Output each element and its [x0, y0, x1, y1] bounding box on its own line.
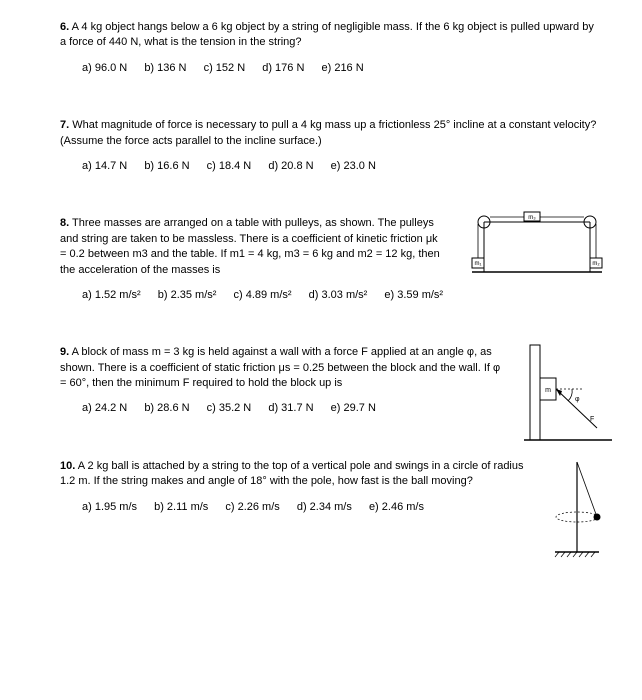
choice: a) 1.95 m/s [82, 500, 137, 515]
choice: e) 3.59 m/s² [384, 288, 443, 303]
svg-text:m₁: m₁ [474, 261, 481, 267]
choice: e) 29.7 N [331, 401, 376, 416]
problem-text: 7. What magnitude of force is necessary … [60, 118, 602, 149]
choice: a) 14.7 N [82, 159, 127, 174]
choice: c) 18.4 N [207, 159, 252, 174]
problem-text: 6. A 4 kg object hangs below a 6 kg obje… [60, 20, 602, 51]
problem-7: 7. What magnitude of force is necessary … [60, 118, 602, 174]
choice: b) 16.6 N [144, 159, 189, 174]
problem-10: 10. A 2 kg ball is attached by a string … [60, 459, 602, 515]
choice: e) 23.0 N [331, 159, 376, 174]
choice: e) 2.46 m/s [369, 500, 424, 515]
choice: a) 24.2 N [82, 401, 127, 416]
choice: b) 2.35 m/s² [158, 288, 217, 303]
problem-body: What magnitude of force is necessary to … [60, 119, 596, 146]
problem-6: 6. A 4 kg object hangs below a 6 kg obje… [60, 20, 602, 76]
choice: e) 216 N [321, 61, 363, 76]
choice: d) 20.8 N [268, 159, 313, 174]
pole-ball-diagram-icon [547, 457, 607, 562]
choice: a) 1.52 m/s² [82, 288, 141, 303]
choice: c) 4.89 m/s² [234, 288, 292, 303]
problem-9: 9. A block of mass m = 3 kg is held agai… [60, 345, 602, 417]
problem-number: 9. [60, 346, 69, 358]
choice: c) 35.2 N [207, 401, 252, 416]
choice: d) 176 N [262, 61, 304, 76]
wall-block-diagram-icon: m F φ [522, 343, 617, 453]
svg-text:φ: φ [575, 396, 580, 403]
problem-number: 10. [60, 460, 75, 472]
problem-number: 6. [60, 21, 69, 33]
problem-8: 8. Three masses are arranged on a table … [60, 216, 602, 303]
problem-body: A block of mass m = 3 kg is held against… [60, 346, 500, 389]
choices: a) 24.2 N b) 28.6 N c) 35.2 N d) 31.7 N … [60, 401, 602, 416]
choice: d) 31.7 N [268, 401, 313, 416]
choice: d) 2.34 m/s [297, 500, 352, 515]
problem-text: 9. A block of mass m = 3 kg is held agai… [60, 345, 602, 391]
choice: d) 3.03 m/s² [309, 288, 368, 303]
problem-body: A 2 kg ball is attached by a string to t… [60, 460, 524, 487]
choices: a) 96.0 N b) 136 N c) 152 N d) 176 N e) … [60, 61, 602, 76]
svg-text:m₃: m₃ [528, 215, 536, 221]
svg-text:m: m [545, 387, 551, 394]
svg-text:F: F [590, 416, 594, 423]
problem-text: 10. A 2 kg ball is attached by a string … [60, 459, 602, 490]
problem-body: Three masses are arranged on a table wit… [60, 217, 440, 275]
choice: c) 2.26 m/s [225, 500, 279, 515]
choice: a) 96.0 N [82, 61, 127, 76]
choices: a) 1.95 m/s b) 2.11 m/s c) 2.26 m/s d) 2… [60, 500, 602, 515]
choice: b) 136 N [144, 61, 186, 76]
choice: b) 2.11 m/s [154, 500, 208, 515]
choice: c) 152 N [204, 61, 246, 76]
choice: b) 28.6 N [144, 401, 189, 416]
pulley-diagram-icon: m₃ m₁ m₂ [462, 210, 612, 295]
choices: a) 14.7 N b) 16.6 N c) 18.4 N d) 20.8 N … [60, 159, 602, 174]
problem-body: A 4 kg object hangs below a 6 kg object … [60, 21, 594, 48]
problem-number: 8. [60, 217, 69, 229]
problem-number: 7. [60, 119, 69, 131]
svg-text:m₂: m₂ [592, 261, 600, 267]
